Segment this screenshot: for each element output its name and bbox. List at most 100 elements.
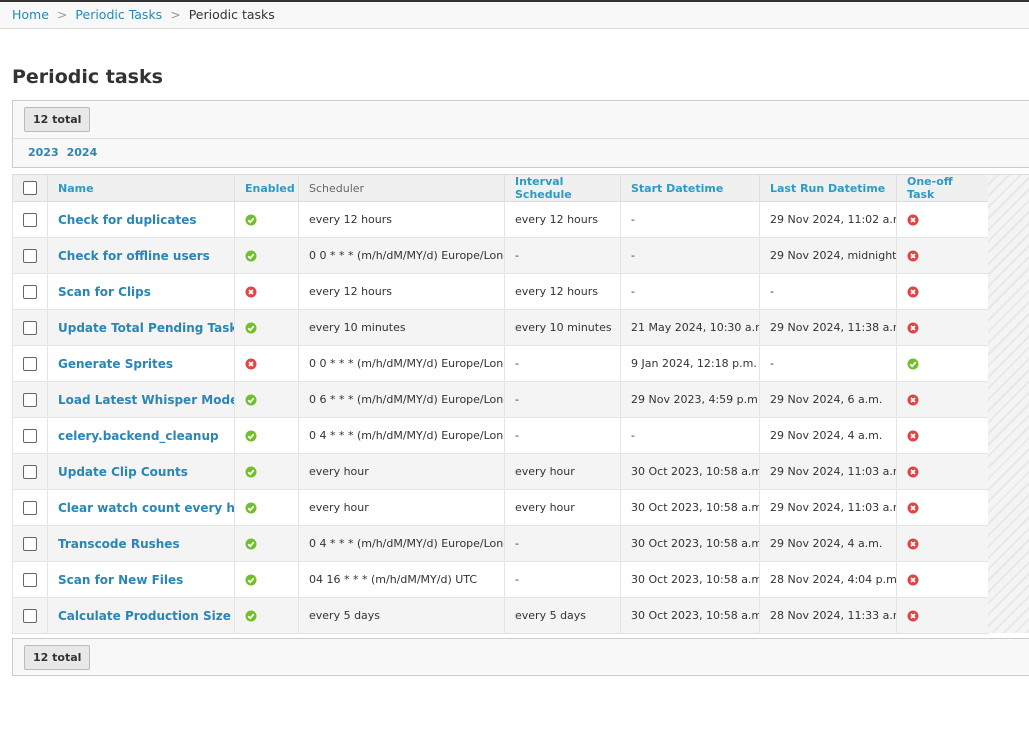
icon-no xyxy=(907,394,919,406)
row-select[interactable] xyxy=(12,345,48,382)
row-select[interactable] xyxy=(12,201,48,238)
total-count[interactable]: 12 total xyxy=(24,107,91,132)
one-off-cell xyxy=(896,417,989,454)
cell-start: - xyxy=(620,237,760,274)
column-header[interactable]: Interval Schedule xyxy=(504,174,621,202)
cell-scheduler: 04 16 * * * (m/h/dM/MY/d) UTC xyxy=(298,561,505,598)
cell-start: 9 Jan 2024, 12:18 p.m. xyxy=(620,345,760,382)
cell-scheduler: 0 4 * * * (m/h/dM/MY/d) Europe/London xyxy=(298,417,505,454)
one-off-cell xyxy=(896,489,989,526)
task-name[interactable]: Update Total Pending Tasks xyxy=(47,309,235,346)
cell-interval: every hour xyxy=(504,453,621,490)
cell-start: 30 Oct 2023, 10:58 a.m. xyxy=(620,525,760,562)
column-header[interactable]: Last Run Datetime xyxy=(759,174,897,202)
cell-last-run: 29 Nov 2024, midnight xyxy=(759,237,897,274)
breadcrumb-link[interactable]: Home xyxy=(12,7,49,22)
row-select[interactable] xyxy=(12,381,48,418)
icon-yes xyxy=(245,214,257,226)
row-select[interactable] xyxy=(12,237,48,274)
icon-yes xyxy=(245,502,257,514)
select-all[interactable] xyxy=(12,174,48,202)
cell-interval: - xyxy=(504,381,621,418)
date-link[interactable]: 2024 xyxy=(66,146,98,159)
cell-scheduler: every 10 minutes xyxy=(298,309,505,346)
cell-last-run: 29 Nov 2024, 11:02 a.m. xyxy=(759,201,897,238)
one-off-cell xyxy=(896,561,989,598)
task-name[interactable]: Check for duplicates xyxy=(47,201,235,238)
task-name[interactable]: Generate Sprites xyxy=(47,345,235,382)
enabled-cell xyxy=(234,309,299,346)
icon-no xyxy=(907,430,919,442)
enabled-cell xyxy=(234,201,299,238)
filler xyxy=(988,174,1029,633)
one-off-cell xyxy=(896,381,989,418)
row-select[interactable] xyxy=(12,453,48,490)
one-off-cell xyxy=(896,597,989,634)
enabled-cell xyxy=(234,381,299,418)
icon-yes xyxy=(245,538,257,550)
task-name[interactable]: Calculate Production Size xyxy=(47,597,235,634)
cell-scheduler: every 12 hours xyxy=(298,273,505,310)
table-row: Load Latest Whisper Model 0 6 * * * (m/h/… xyxy=(12,381,989,418)
task-name[interactable]: Check for offline users xyxy=(47,237,235,274)
task-name[interactable]: Scan for New Files xyxy=(47,561,235,598)
enabled-cell xyxy=(234,453,299,490)
icon-no xyxy=(907,574,919,586)
column-header[interactable]: Start Datetime xyxy=(620,174,760,202)
table-row: Check for offline users 0 0 * * * (m/h/dM… xyxy=(12,237,989,274)
task-name[interactable]: Transcode Rushes xyxy=(47,525,235,562)
cell-interval: every hour xyxy=(504,489,621,526)
icon-no xyxy=(245,286,257,298)
column-header: Scheduler xyxy=(298,174,505,202)
table-row: Clear watch count every hour every hourev… xyxy=(12,489,989,526)
task-name[interactable]: Update Clip Counts xyxy=(47,453,235,490)
icon-no xyxy=(245,358,257,370)
one-off-cell xyxy=(896,273,989,310)
table-row: Generate Sprites 0 0 * * * (m/h/dM/MY/d) … xyxy=(12,345,989,382)
cell-last-run: 29 Nov 2024, 6 a.m. xyxy=(759,381,897,418)
row-select[interactable] xyxy=(12,309,48,346)
cell-scheduler: 0 6 * * * (m/h/dM/MY/d) Europe/London xyxy=(298,381,505,418)
date-link[interactable]: 2023 xyxy=(28,146,59,159)
enabled-cell xyxy=(234,525,299,562)
row-select[interactable] xyxy=(12,525,48,562)
row-select[interactable] xyxy=(12,561,48,598)
cell-scheduler: 0 4 * * * (m/h/dM/MY/d) Europe/London xyxy=(298,525,505,562)
cell-scheduler: every 12 hours xyxy=(298,201,505,238)
task-name[interactable]: celery.backend_cleanup xyxy=(47,417,235,454)
icon-yes xyxy=(245,466,257,478)
row-select[interactable] xyxy=(12,489,48,526)
row-select[interactable] xyxy=(12,417,48,454)
breadcrumb-link[interactable]: Periodic Tasks xyxy=(75,7,163,22)
table-row: Check for duplicates every 12 hours every … xyxy=(12,201,989,238)
icon-yes xyxy=(245,430,257,442)
task-name[interactable]: Clear watch count every hour xyxy=(47,489,235,526)
task-name[interactable]: Scan for Clips xyxy=(47,273,235,310)
breadcrumb-current: Periodic tasks xyxy=(188,7,275,22)
cell-start: 29 Nov 2023, 4:59 p.m. xyxy=(620,381,760,418)
column-header[interactable]: Enabled xyxy=(234,174,299,202)
cell-scheduler: every hour xyxy=(298,489,505,526)
icon-yes xyxy=(245,250,257,262)
table-row: Update Total Pending Tasks every 10 minut… xyxy=(12,309,989,346)
row-select[interactable] xyxy=(12,273,48,310)
icon-yes xyxy=(245,610,257,622)
cell-interval: every 12 hours xyxy=(504,201,621,238)
cell-scheduler: 0 0 * * * (m/h/dM/MY/d) Europe/London xyxy=(298,345,505,382)
cell-last-run: 29 Nov 2024, 11:38 a.m. xyxy=(759,309,897,346)
row-select[interactable] xyxy=(12,597,48,634)
task-name[interactable]: Load Latest Whisper Model xyxy=(47,381,235,418)
cell-last-run: 29 Nov 2024, 11:03 a.m. xyxy=(759,489,897,526)
icon-no xyxy=(907,502,919,514)
one-off-cell xyxy=(896,201,989,238)
table-row: Calculate Production Size every 5 days eve… xyxy=(12,597,989,634)
icon-no xyxy=(907,466,919,478)
table-row: Update Clip Counts every hour every hour 30… xyxy=(12,453,989,490)
cell-interval: - xyxy=(504,561,621,598)
column-header[interactable]: Name xyxy=(47,174,235,202)
column-header[interactable]: One-off Task xyxy=(896,174,989,202)
enabled-cell xyxy=(234,273,299,310)
total-count[interactable]: 12 total xyxy=(24,645,91,670)
one-off-cell xyxy=(896,453,989,490)
